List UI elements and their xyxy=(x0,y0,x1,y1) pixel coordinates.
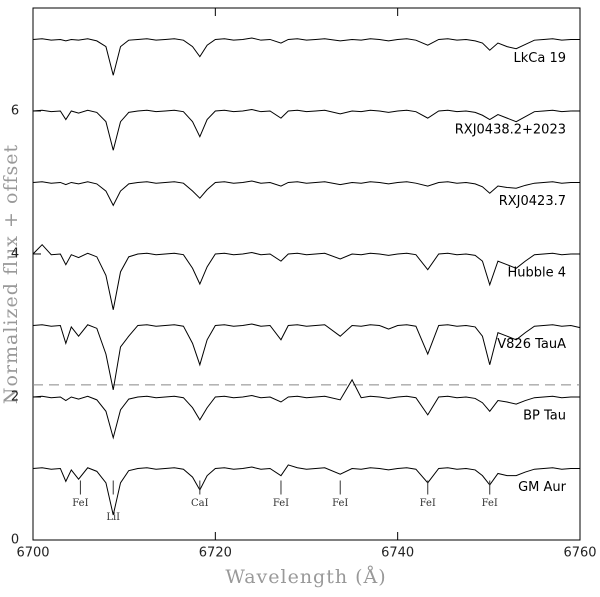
spectrum-line xyxy=(32,378,580,440)
annotation-label: CaI xyxy=(191,498,209,509)
y-tick-label: 2 xyxy=(11,389,19,404)
spectrum-line xyxy=(32,109,580,151)
x-axis-label: Wavelength (Å) xyxy=(225,566,386,588)
spectrum-line xyxy=(32,323,581,390)
series-label: RXJ0423.7 xyxy=(499,194,566,209)
series-label: LkCa 19 xyxy=(514,51,567,66)
y-tick-label: 4 xyxy=(11,246,19,261)
x-tick-label: 6700 xyxy=(16,546,49,561)
annotation-label: FeI xyxy=(482,498,498,509)
y-tick-label: 6 xyxy=(11,103,19,118)
annotation-label: FeI xyxy=(332,498,348,509)
spectrum-line xyxy=(32,180,580,207)
annotation-label: FeI xyxy=(420,498,436,509)
annotation-label: FeI xyxy=(72,498,88,509)
annotation-label: FeI xyxy=(273,498,289,509)
series-label: Hubble 4 xyxy=(507,265,566,280)
y-tick-label: 0 xyxy=(11,533,19,548)
series-label: BP Tau xyxy=(523,408,566,423)
series-label: RXJ0438.2+2023 xyxy=(455,122,566,137)
series-label: V826 TauA xyxy=(497,337,566,352)
series-label: GM Aur xyxy=(518,480,567,495)
spectrum-line xyxy=(32,243,580,310)
spectrum-line xyxy=(32,37,580,76)
x-tick-label: 6740 xyxy=(381,546,414,561)
x-tick-label: 6760 xyxy=(563,546,596,561)
spectrum-line xyxy=(32,464,580,516)
x-tick-label: 6720 xyxy=(199,546,232,561)
annotation-label: LiI xyxy=(106,512,120,523)
y-axis-label: Normalized flux + offset xyxy=(0,144,22,404)
plot-frame xyxy=(32,7,581,541)
